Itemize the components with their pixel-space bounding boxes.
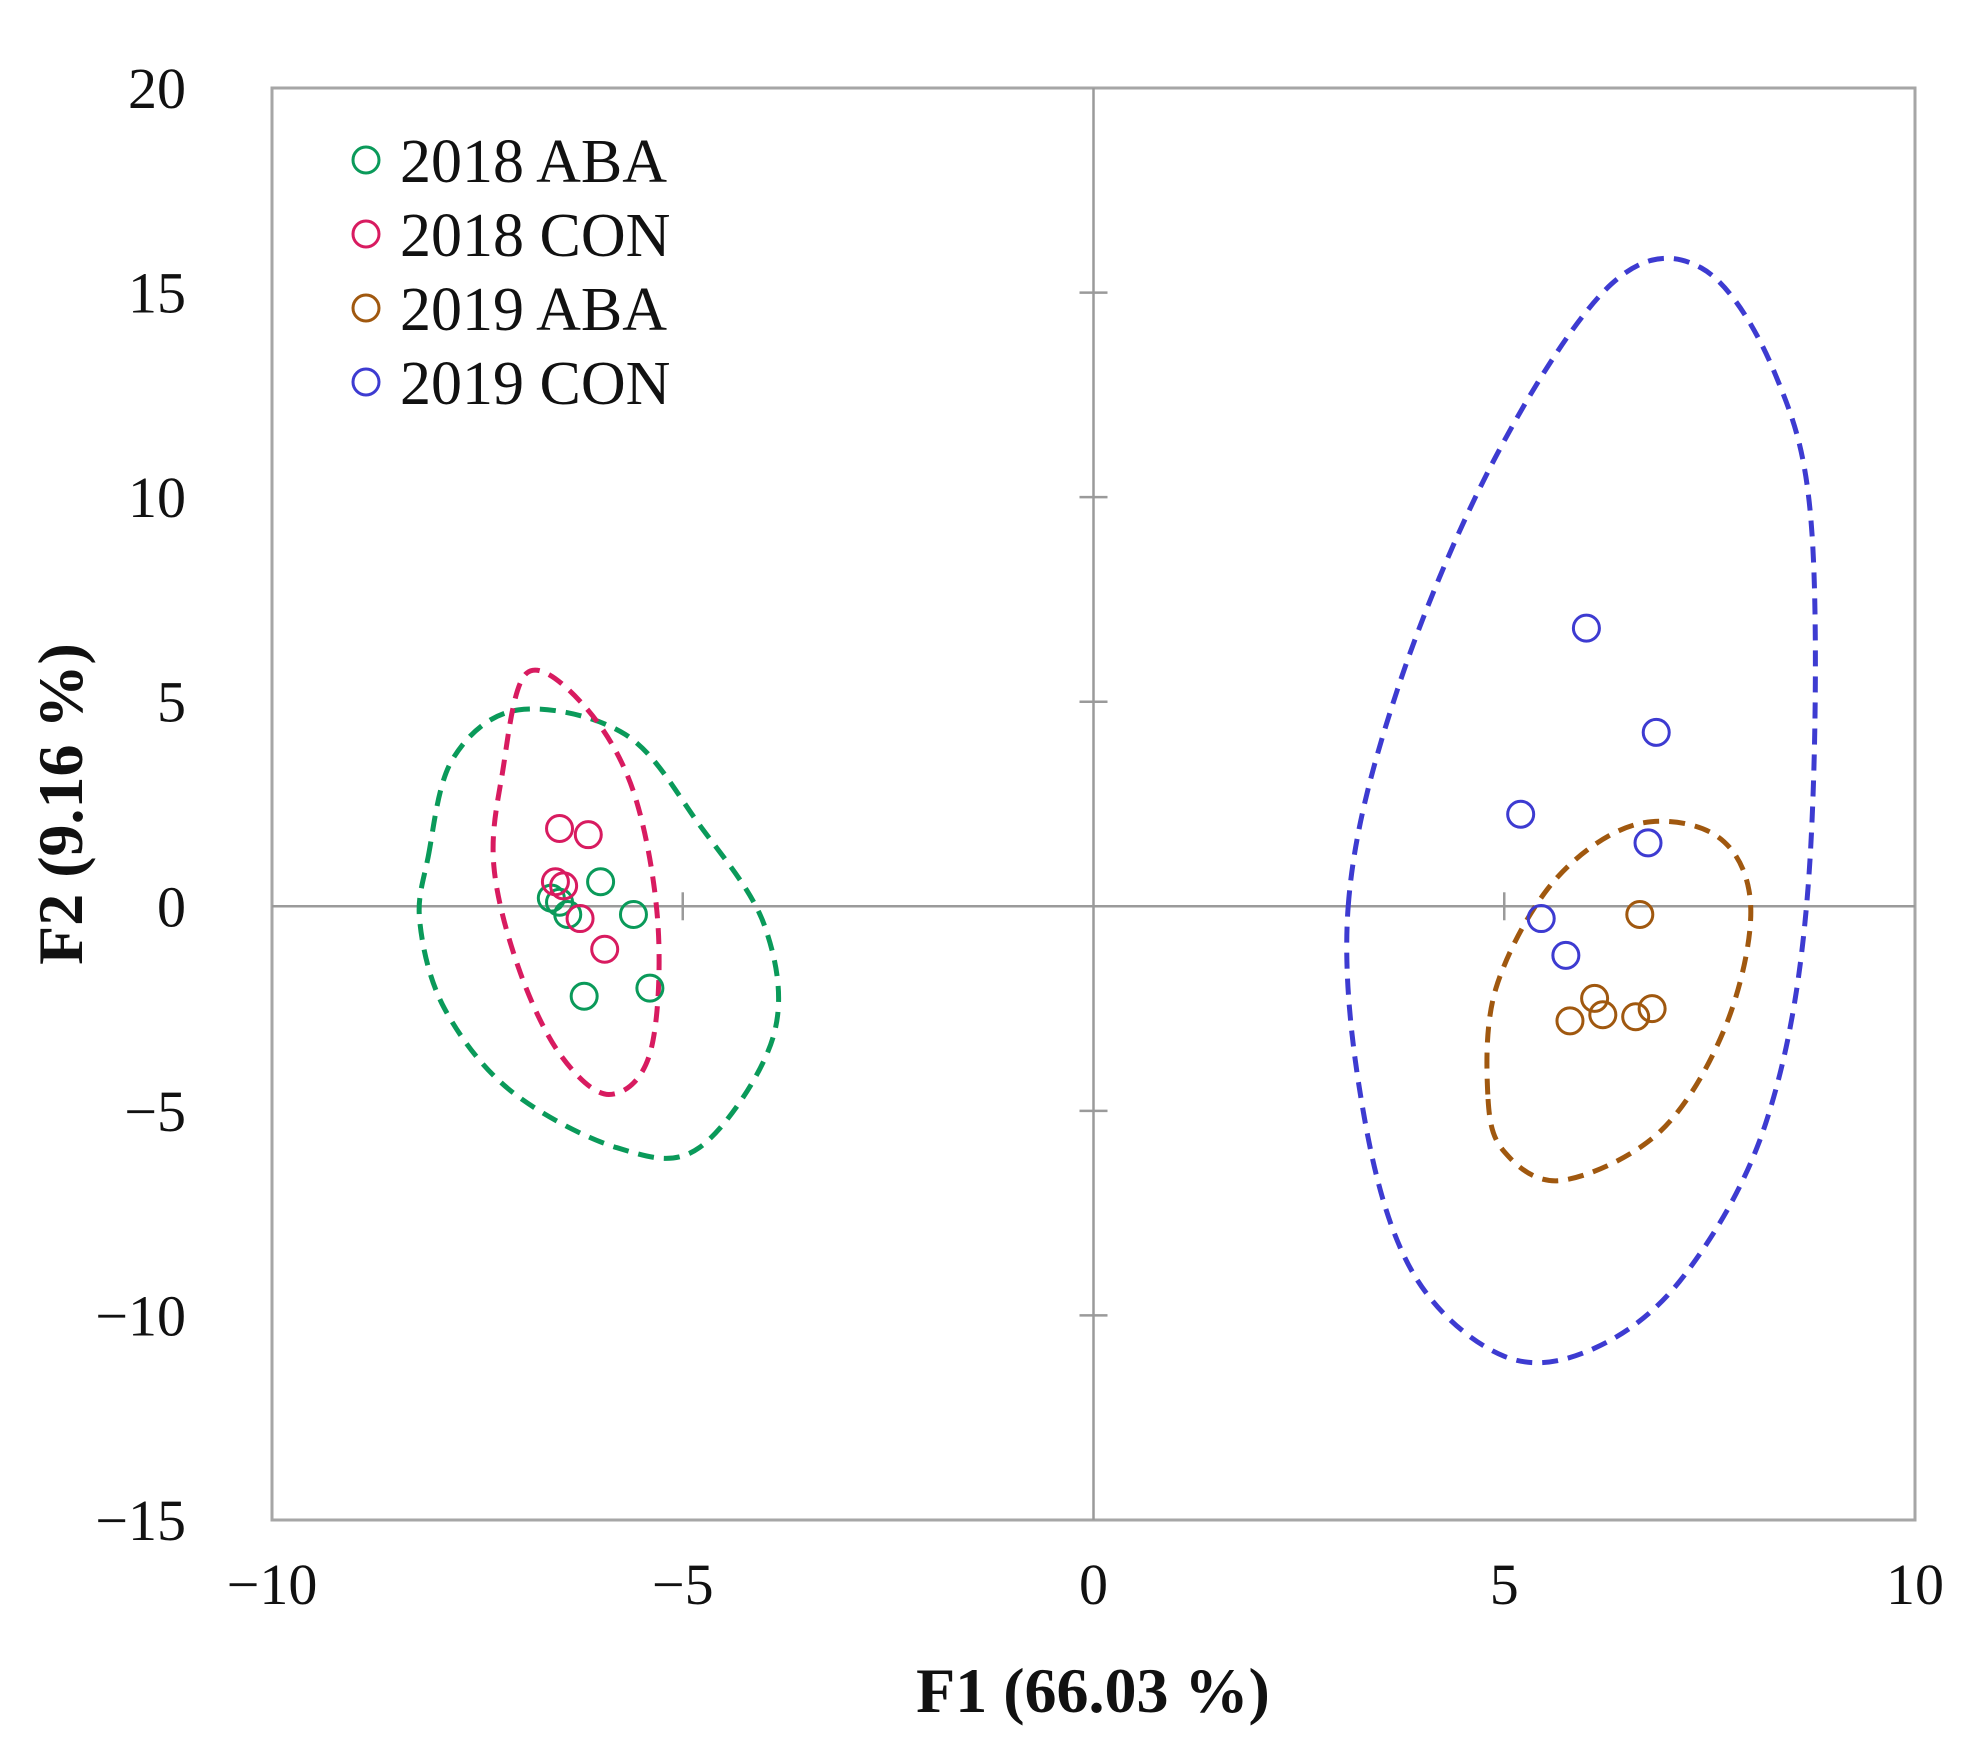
point-2018-con: [545, 814, 575, 844]
ellipse-2019-con: [1344, 255, 1818, 1366]
y-tick-labels: −15 −10 −5 0 5 10 15 20: [95, 56, 186, 1553]
point-2018-aba: [618, 899, 648, 929]
y-axis-title: F2 (9.16 %): [25, 643, 96, 965]
legend-label-2019-aba: 2019 ABA: [400, 276, 667, 344]
x-tick-label: −5: [652, 1552, 714, 1617]
y-tick-label: 5: [157, 670, 186, 735]
point-2019-con: [1633, 828, 1663, 858]
confidence-ellipses: [416, 255, 1818, 1366]
point-2019-con: [1641, 717, 1671, 747]
y-tick-label: −10: [95, 1283, 186, 1348]
point-2018-aba: [553, 899, 583, 929]
point-2019-aba: [1625, 899, 1655, 929]
point-2019-con: [1506, 799, 1536, 829]
point-2019-con: [1571, 613, 1601, 643]
y-tick-label: −5: [124, 1079, 186, 1144]
x-tick-label: 0: [1079, 1552, 1108, 1617]
x-tick-label: −10: [227, 1552, 318, 1617]
x-tick-labels: −10 −5 0 5 10: [227, 1552, 1944, 1617]
point-2018-con: [549, 871, 579, 901]
point-2019-aba: [1621, 1002, 1651, 1032]
point-2018-aba: [586, 867, 616, 897]
y-tick-label: 20: [128, 56, 186, 121]
y-tick-label: −15: [95, 1488, 186, 1553]
point-2018-con: [573, 820, 603, 850]
x-axis-title: F1 (66.03 %): [916, 1655, 1270, 1726]
axis-ticks: [681, 291, 1506, 1317]
point-2019-aba: [1580, 983, 1610, 1013]
legend-label-2019-con: 2019 CON: [400, 350, 670, 418]
point-2019-con: [1526, 904, 1556, 934]
legend-label-2018-con: 2018 CON: [400, 202, 670, 270]
point-2018-con: [590, 934, 620, 964]
point-2019-con: [1551, 940, 1581, 970]
legend-marker-2018-con: [351, 219, 381, 249]
point-2019-aba: [1588, 1000, 1618, 1030]
point-2019-aba: [1637, 994, 1667, 1024]
point-2018-con: [565, 904, 595, 934]
point-2019-aba: [1555, 1006, 1585, 1036]
y-tick-label: 15: [128, 261, 186, 326]
x-tick-label: 10: [1886, 1552, 1944, 1617]
legend-label-2018-aba: 2018 ABA: [400, 128, 667, 196]
point-2018-aba: [635, 973, 665, 1003]
ellipse-2018-con: [490, 667, 662, 1098]
ellipse-2019-aba: [1484, 818, 1754, 1184]
ellipse-2018-aba: [416, 706, 782, 1161]
legend-marker-2019-aba: [351, 293, 381, 323]
x-tick-label: 5: [1490, 1552, 1519, 1617]
y-tick-label: 0: [157, 874, 186, 939]
data-points: [536, 613, 1671, 1036]
point-2018-aba: [569, 981, 599, 1011]
legend-marker-2018-aba: [351, 145, 381, 175]
y-tick-label: 10: [128, 465, 186, 530]
legend-marker-2019-con: [351, 367, 381, 397]
